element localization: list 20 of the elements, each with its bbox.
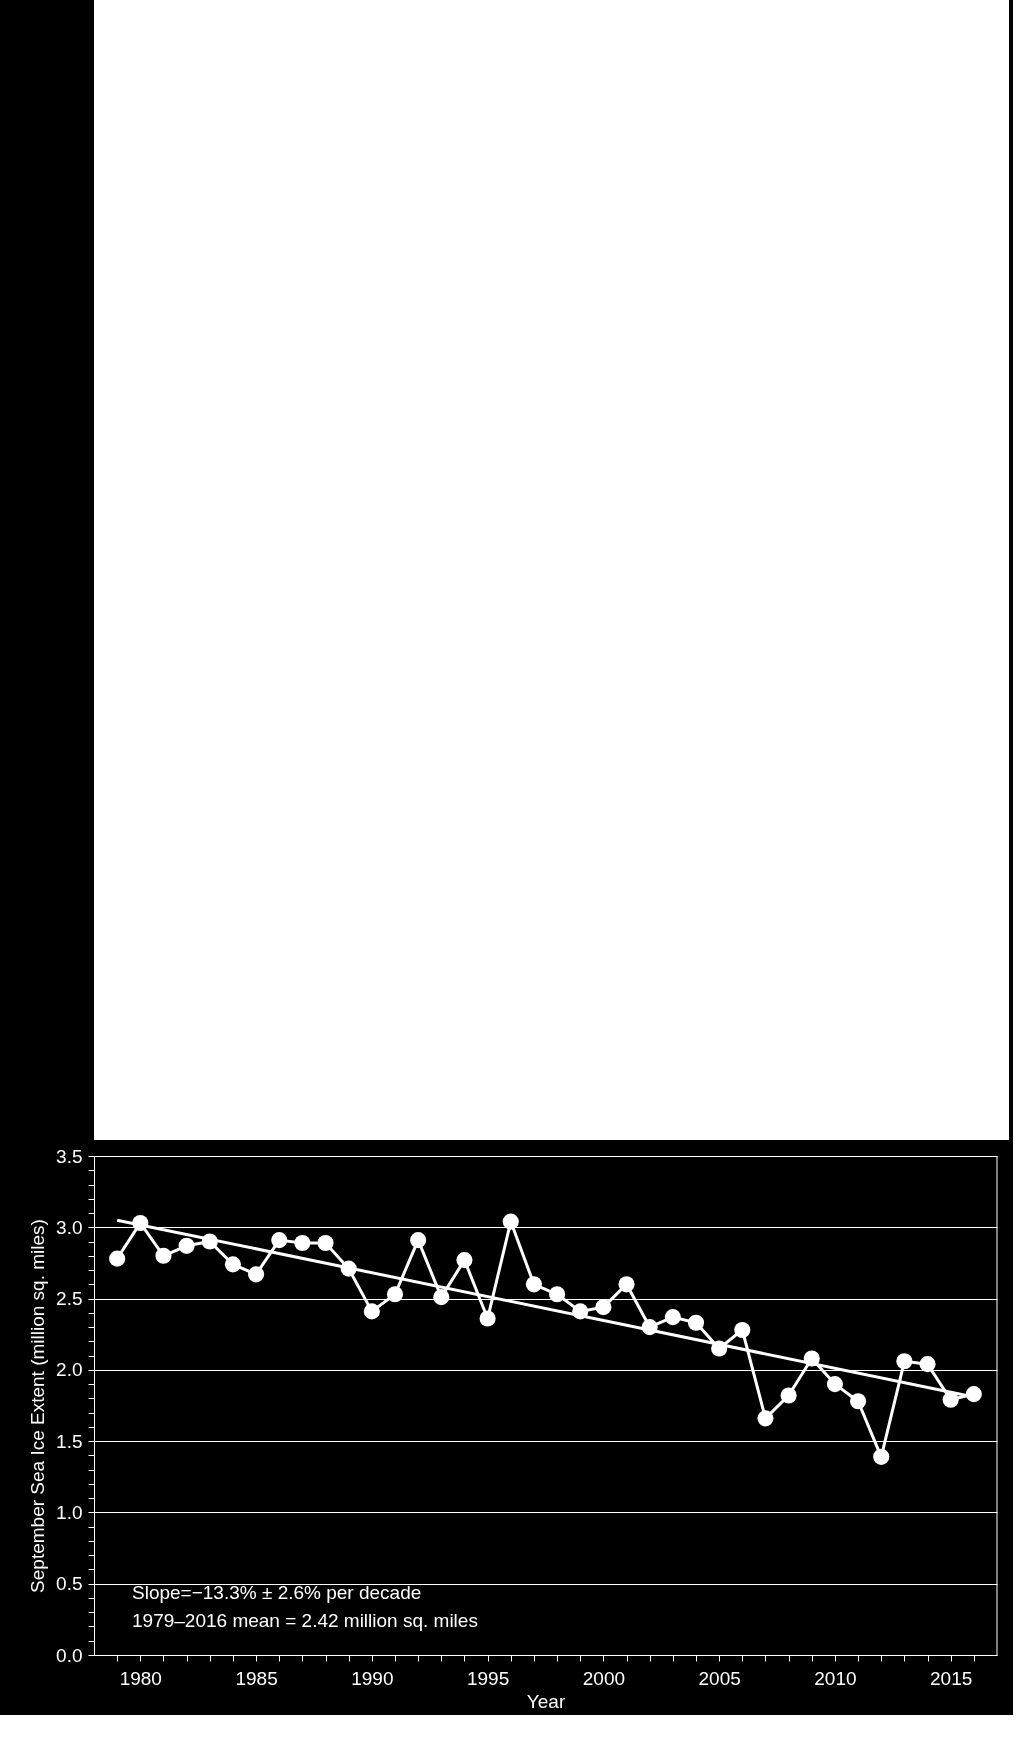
x-tick-label: 2015 — [930, 1667, 973, 1689]
y-tick-label: 2.5 — [56, 1288, 83, 1310]
x-axis-title: Year — [526, 1690, 566, 1712]
x-tick-label: 2000 — [582, 1667, 626, 1689]
x-tick-label: 2005 — [698, 1667, 741, 1689]
annotation: Slope=−13.3% ± 2.6% per decade — [132, 1582, 422, 1603]
annotation: 1979–2016 mean = 2.42 million sq. miles — [132, 1610, 478, 1631]
y-tick-label: 0.5 — [56, 1573, 83, 1595]
y-tick-label: 1.5 — [56, 1430, 83, 1452]
y-tick-label: 3.5 — [56, 1145, 83, 1167]
x-tick-label: 1990 — [351, 1667, 394, 1689]
y-axis-title: September Sea Ice Extent (million sq. miles) — [27, 1219, 49, 1593]
x-tick-label: 1985 — [235, 1667, 278, 1689]
y-tick-label: 0.0 — [56, 1644, 83, 1666]
y-tick-label: 3.0 — [56, 1216, 83, 1238]
y-tick-label: 1.0 — [56, 1501, 83, 1523]
x-tick-label: 1995 — [466, 1667, 510, 1689]
x-tick-label: 1980 — [119, 1667, 162, 1689]
y-tick-label: 2.0 — [56, 1359, 83, 1381]
x-tick-label: 2010 — [814, 1667, 857, 1689]
